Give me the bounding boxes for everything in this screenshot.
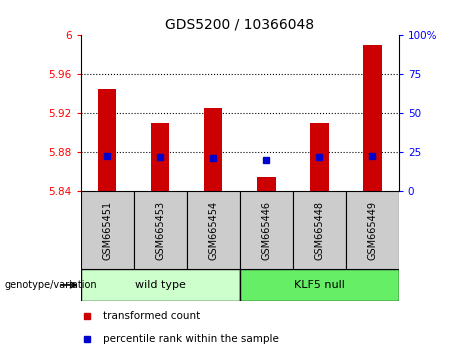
Bar	[293, 191, 346, 269]
Text: percentile rank within the sample: percentile rank within the sample	[103, 334, 279, 344]
Bar	[81, 191, 134, 269]
Bar	[346, 191, 399, 269]
Bar	[134, 191, 187, 269]
Text: GSM665453: GSM665453	[155, 200, 165, 260]
Text: KLF5 null: KLF5 null	[294, 280, 345, 290]
Text: GSM665454: GSM665454	[208, 200, 218, 260]
Bar	[257, 177, 276, 191]
Text: GSM665448: GSM665448	[314, 201, 324, 259]
Bar	[240, 269, 399, 301]
Bar	[204, 108, 223, 191]
Text: GSM665451: GSM665451	[102, 200, 112, 260]
Bar	[310, 123, 329, 191]
Text: GSM665449: GSM665449	[367, 201, 377, 259]
Bar	[98, 89, 117, 191]
Text: genotype/variation: genotype/variation	[5, 280, 97, 290]
Bar	[363, 45, 382, 191]
Bar	[187, 191, 240, 269]
Text: transformed count: transformed count	[103, 311, 200, 321]
Text: wild type: wild type	[135, 280, 186, 290]
Title: GDS5200 / 10366048: GDS5200 / 10366048	[165, 17, 314, 32]
Bar	[240, 191, 293, 269]
Bar	[81, 269, 240, 301]
Bar	[151, 123, 170, 191]
Text: GSM665446: GSM665446	[261, 201, 271, 259]
